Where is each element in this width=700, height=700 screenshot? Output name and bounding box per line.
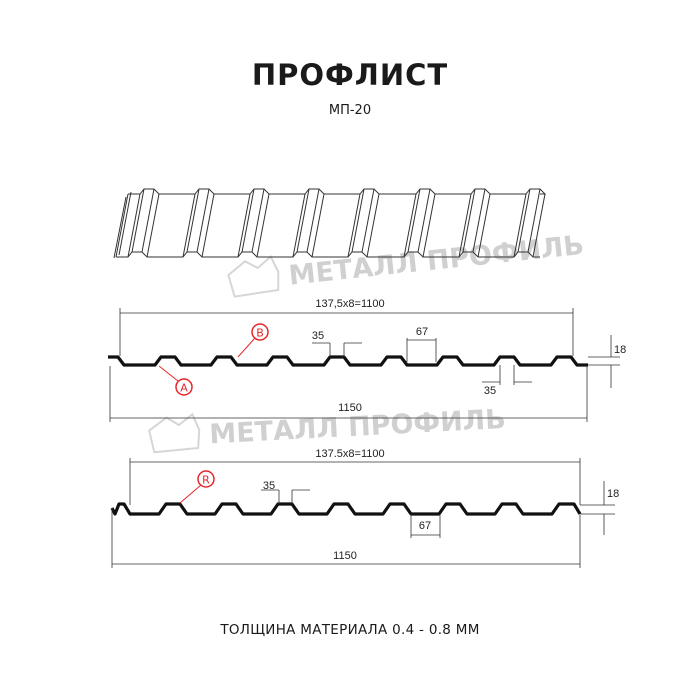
dim-rib-bottom-label: 35	[484, 385, 496, 397]
sheet-rib	[182, 188, 215, 258]
profile-top-line	[108, 355, 588, 367]
dim-height-label: 18	[607, 488, 619, 500]
sheet-rib	[127, 188, 160, 258]
watermark-2: МЕТАЛЛ ПРОФИЛЬ	[148, 404, 506, 454]
material-thickness-note: ТОЛЩИНА МАТЕРИАЛА 0.4 - 0.8 ММ	[220, 622, 480, 638]
marker-a: A	[158, 365, 193, 396]
watermark-logo-icon	[148, 412, 201, 454]
dim-pitch-label: 67	[416, 326, 428, 338]
marker-a-label: A	[180, 382, 188, 395]
sheet-bottom-edge	[116, 251, 540, 258]
sheet-top-edge	[128, 188, 547, 195]
dim-pitch-label: 67	[419, 520, 431, 532]
sheet-rib	[458, 188, 491, 258]
marker-r-label: R	[202, 474, 210, 487]
watermark-text: МЕТАЛЛ ПРОФИЛЬ	[287, 230, 585, 292]
dim-total-label: 137.5x8=1100	[315, 448, 384, 460]
sheet-3d-view	[113, 188, 547, 259]
dim-total-label: 137,5x8=1100	[315, 298, 384, 310]
dim-width-label: 1150	[333, 550, 357, 562]
marker-b-label: B	[256, 327, 264, 340]
dim-rib-top-label: 35	[263, 480, 275, 492]
sheet-rib	[403, 188, 436, 258]
dim-width-label: 1150	[338, 402, 362, 414]
page-title: ПРОФЛИСТ	[251, 58, 449, 92]
marker-r: R	[179, 470, 215, 504]
dim-rib-top-label: 35	[312, 330, 324, 342]
profile-bottom-line	[110, 502, 582, 516]
dim-height-label: 18	[614, 344, 626, 356]
sheet-rib	[237, 188, 270, 258]
sheet-rib	[513, 188, 546, 258]
sheet-rib	[292, 188, 325, 258]
marker-b: B	[237, 323, 269, 358]
model-subtitle: МП-20	[328, 103, 372, 118]
watermark-logo-icon	[227, 254, 280, 298]
profile-bottom: 137.5x8=1100 1150 35 67 18 R	[110, 448, 619, 568]
profile-top: 137,5x8=1100 1150 35 67 35 18 B A	[108, 298, 626, 422]
sheet-rib	[347, 188, 380, 258]
sheet-left-edge	[113, 191, 132, 259]
